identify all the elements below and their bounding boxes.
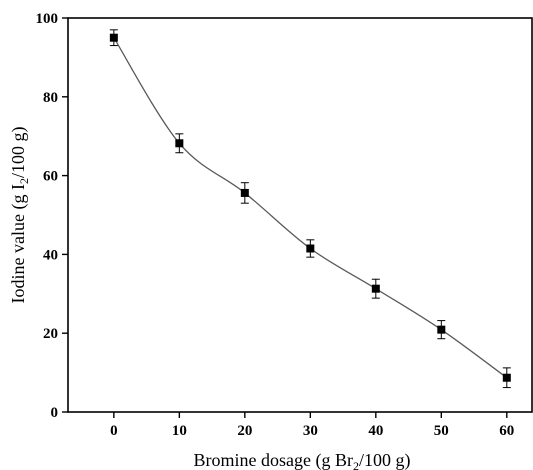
square-marker — [175, 139, 184, 148]
y-tick-label: 80 — [43, 90, 58, 106]
series-line — [113, 37, 508, 379]
square-marker — [502, 373, 511, 382]
x-axis-ticks: 0 10 20 30 40 50 60 — [110, 412, 514, 439]
y-axis-title: Iodine value (g I2/100 g) — [8, 127, 31, 304]
square-marker — [109, 33, 118, 42]
y-tick-label: 60 — [43, 169, 58, 185]
x-tick-label: 0 — [110, 423, 118, 439]
x-tick-label: 10 — [172, 423, 187, 439]
data-point — [109, 29, 118, 47]
data-point — [240, 182, 249, 204]
x-tick-label: 20 — [237, 423, 252, 439]
y-axis-ticks: 0 20 40 60 80 100 — [36, 11, 68, 421]
data-point — [306, 239, 315, 258]
data-point — [371, 278, 380, 299]
square-marker — [306, 244, 315, 253]
x-tick-label: 60 — [499, 423, 514, 439]
plot-frame — [67, 17, 533, 413]
square-marker — [437, 325, 446, 334]
data-point — [175, 133, 184, 154]
data-point — [437, 320, 446, 340]
data-point — [502, 367, 511, 389]
x-tick-label: 30 — [303, 423, 318, 439]
series-layer — [109, 29, 511, 389]
x-axis-title: Bromine dosage (g Br2/100 g) — [194, 450, 411, 470]
y-tick-label: 20 — [43, 326, 58, 342]
x-tick-label: 50 — [434, 423, 449, 439]
plot-area — [67, 17, 533, 413]
y-tick-label: 40 — [43, 247, 58, 263]
square-marker — [371, 284, 380, 293]
square-marker — [240, 188, 249, 197]
y-tick-label: 0 — [51, 405, 59, 421]
y-tick-label: 100 — [36, 11, 59, 27]
x-tick-label: 40 — [368, 423, 383, 439]
